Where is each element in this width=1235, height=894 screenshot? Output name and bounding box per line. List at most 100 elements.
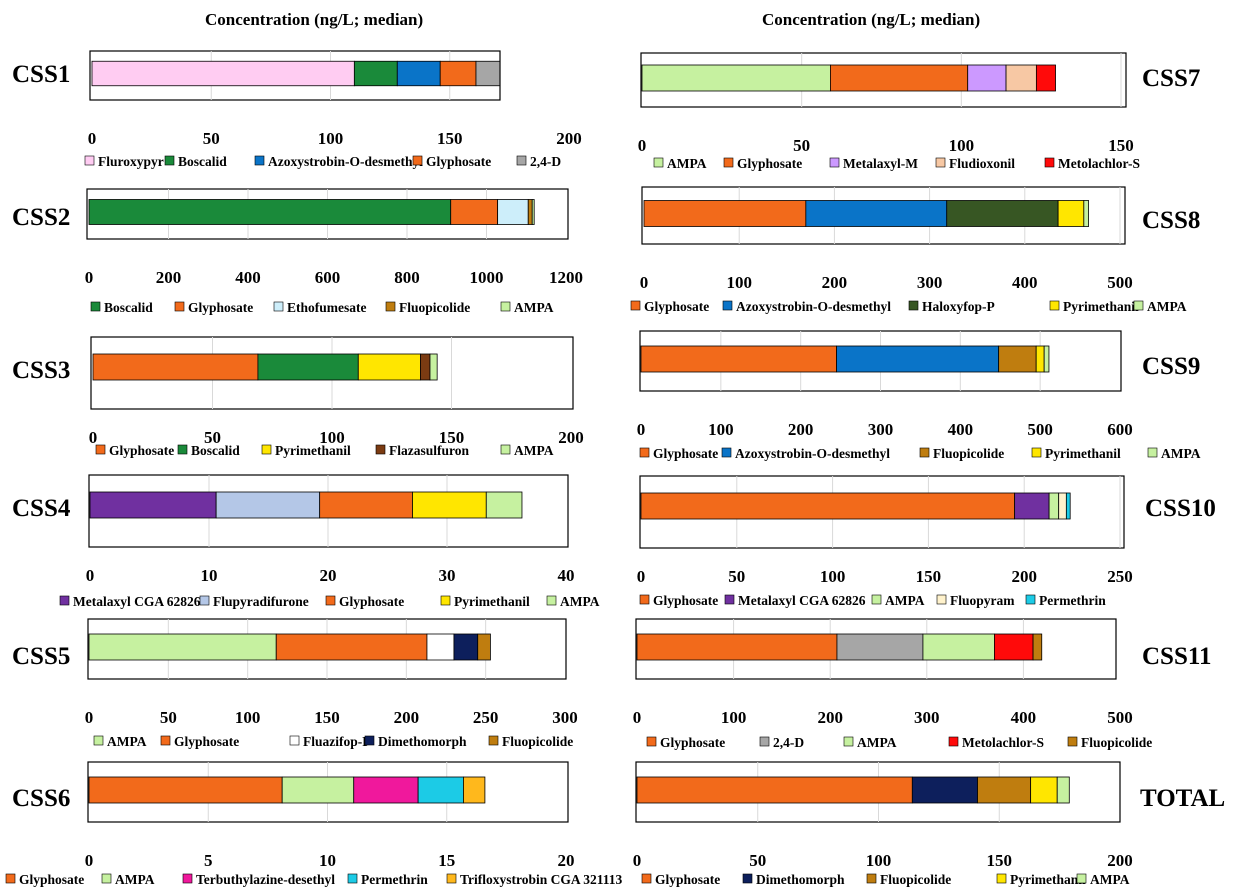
legend-swatch: [630, 300, 641, 311]
legend-label: Fluroxypyr: [98, 154, 164, 169]
legend-swatch: [948, 736, 959, 747]
legend-swatch: [1031, 447, 1042, 458]
legend-label: AMPA: [1161, 446, 1201, 461]
bar-segment-boscalid: [353, 60, 398, 87]
x-tick-label: 0: [88, 129, 97, 148]
legend-swatch: [1067, 736, 1078, 747]
bar-segment-glyphosate: [640, 492, 1016, 520]
legend-swatch: [516, 155, 527, 166]
x-tick-label: 400: [1011, 708, 1037, 727]
bar-segment-terbuthylazine-desethyl: [353, 776, 419, 804]
legend-label: Flazasulfuron: [389, 443, 470, 458]
x-tick-label: 0: [637, 420, 646, 439]
legend-label: Glyphosate: [188, 300, 253, 315]
bar-segment-fluopicolide: [477, 633, 491, 661]
legend-swatch: [653, 157, 664, 168]
legend-label: Fluopicolide: [399, 300, 470, 315]
bar-segment-glyphosate: [636, 776, 913, 804]
bar-segment-glyphosate: [92, 353, 259, 381]
panel-title: CSS2: [12, 204, 70, 231]
x-tick-label: 150: [1108, 136, 1134, 155]
bar-segment-glyphosate: [450, 199, 499, 225]
legend-label: Fluopicolide: [880, 872, 951, 887]
legend-label: Metalaxyl CGA 62826: [738, 593, 866, 608]
legend-swatch: [375, 444, 386, 455]
legend-swatch: [440, 595, 451, 606]
bar-segment-pyrimethanil: [357, 353, 421, 381]
x-tick-label: 50: [204, 428, 221, 447]
panel-title: CSS4: [12, 495, 71, 522]
x-tick-label: 100: [820, 567, 846, 586]
x-tick-label: 1200: [549, 268, 583, 287]
legend-swatch: [866, 873, 877, 884]
bar-segment-ampa: [1048, 492, 1060, 520]
legend-label: Azoxystrobin-O-desmethyl: [268, 154, 423, 169]
x-tick-label: 800: [394, 268, 420, 287]
panel-title: CSS5: [12, 643, 70, 670]
bar-segment-2-4-d: [475, 60, 501, 87]
legend-swatch: [289, 735, 300, 746]
bar-segment-boscalid: [257, 353, 359, 381]
x-tick-label: 0: [85, 268, 94, 287]
x-tick-label: 100: [726, 273, 752, 292]
x-tick-label: 100: [721, 708, 747, 727]
legend-swatch: [160, 735, 171, 746]
bar-segment-fluopicolide: [1032, 633, 1043, 661]
legend-swatch: [199, 595, 210, 606]
legend-swatch: [996, 873, 1007, 884]
panel-title: TOTAL: [1140, 785, 1225, 812]
chart-panel-css8: CSS8 0 100 200 300 400 500 Glyphosate Azoxystrob…: [630, 186, 1200, 314]
legend-label: Boscalid: [104, 300, 153, 315]
legend-label: Azoxystrobin-O-desmethyl: [736, 299, 891, 314]
x-tick-label: 0: [86, 566, 95, 585]
panel-title: CSS11: [1142, 643, 1211, 670]
legend-label: Pyrimethanil: [1045, 446, 1121, 461]
bar-segment-fluazifop-p: [426, 633, 455, 661]
x-tick-label: 100: [949, 136, 975, 155]
legend-label: AMPA: [667, 156, 707, 171]
bar-segment-glyphosate: [88, 776, 283, 804]
legend-swatch: [347, 873, 358, 884]
bar-segment-trifloxystrobin-cga-321113: [463, 776, 486, 804]
legend-label: Pyrimethanil: [454, 594, 530, 609]
chart-panel-css1: CSS1 0 50 100 150 200 Fluroxypyr Boscalid Azoxys…: [12, 50, 582, 169]
legend-label: AMPA: [107, 734, 147, 749]
legend-swatch: [641, 873, 652, 884]
bar-segment-fluopyram: [1058, 492, 1067, 520]
legend-swatch: [724, 594, 735, 605]
x-tick-label: 100: [318, 129, 344, 148]
x-tick-label: 600: [1107, 420, 1133, 439]
bar-segment-glyphosate: [439, 60, 477, 87]
legend-label: 2,4-D: [773, 735, 804, 750]
bar-segment-metolachlor-s: [1035, 64, 1056, 92]
bar-segment-ampa: [1083, 200, 1089, 227]
legend-label: Azoxystrobin-O-desmethyl: [735, 446, 890, 461]
bar-segment-glyphosate: [275, 633, 428, 661]
legend-swatch: [1076, 873, 1087, 884]
x-tick-label: 0: [638, 136, 647, 155]
bar-segment-fluroxypyr: [91, 60, 355, 87]
right-column-header: Concentration (ng/L; median): [762, 10, 981, 29]
legend-label: Glyphosate: [653, 446, 718, 461]
x-tick-label: 500: [1107, 708, 1133, 727]
legend-swatch: [101, 873, 112, 884]
x-tick-label: 0: [633, 708, 642, 727]
x-tick-label: 100: [866, 851, 892, 870]
legend-swatch: [5, 873, 16, 884]
legend-label: Glyphosate: [660, 735, 725, 750]
x-tick-label: 300: [914, 708, 940, 727]
x-tick-label: 150: [916, 567, 942, 586]
legend-swatch: [1049, 300, 1060, 311]
x-tick-label: 5: [204, 851, 213, 870]
legend-label: Glyphosate: [109, 443, 174, 458]
x-tick-label: 0: [633, 851, 642, 870]
legend-swatch: [182, 873, 193, 884]
bar-segment-glyphosate: [830, 64, 969, 92]
legend-swatch: [829, 157, 840, 168]
legend-label: Metolachlor-S: [962, 735, 1044, 750]
legend-label: Boscalid: [178, 154, 227, 169]
legend-label: Pyrimethanil: [1063, 299, 1139, 314]
bar-segment-ampa: [641, 64, 831, 92]
x-tick-label: 100: [235, 708, 261, 727]
legend-swatch: [1025, 594, 1036, 605]
